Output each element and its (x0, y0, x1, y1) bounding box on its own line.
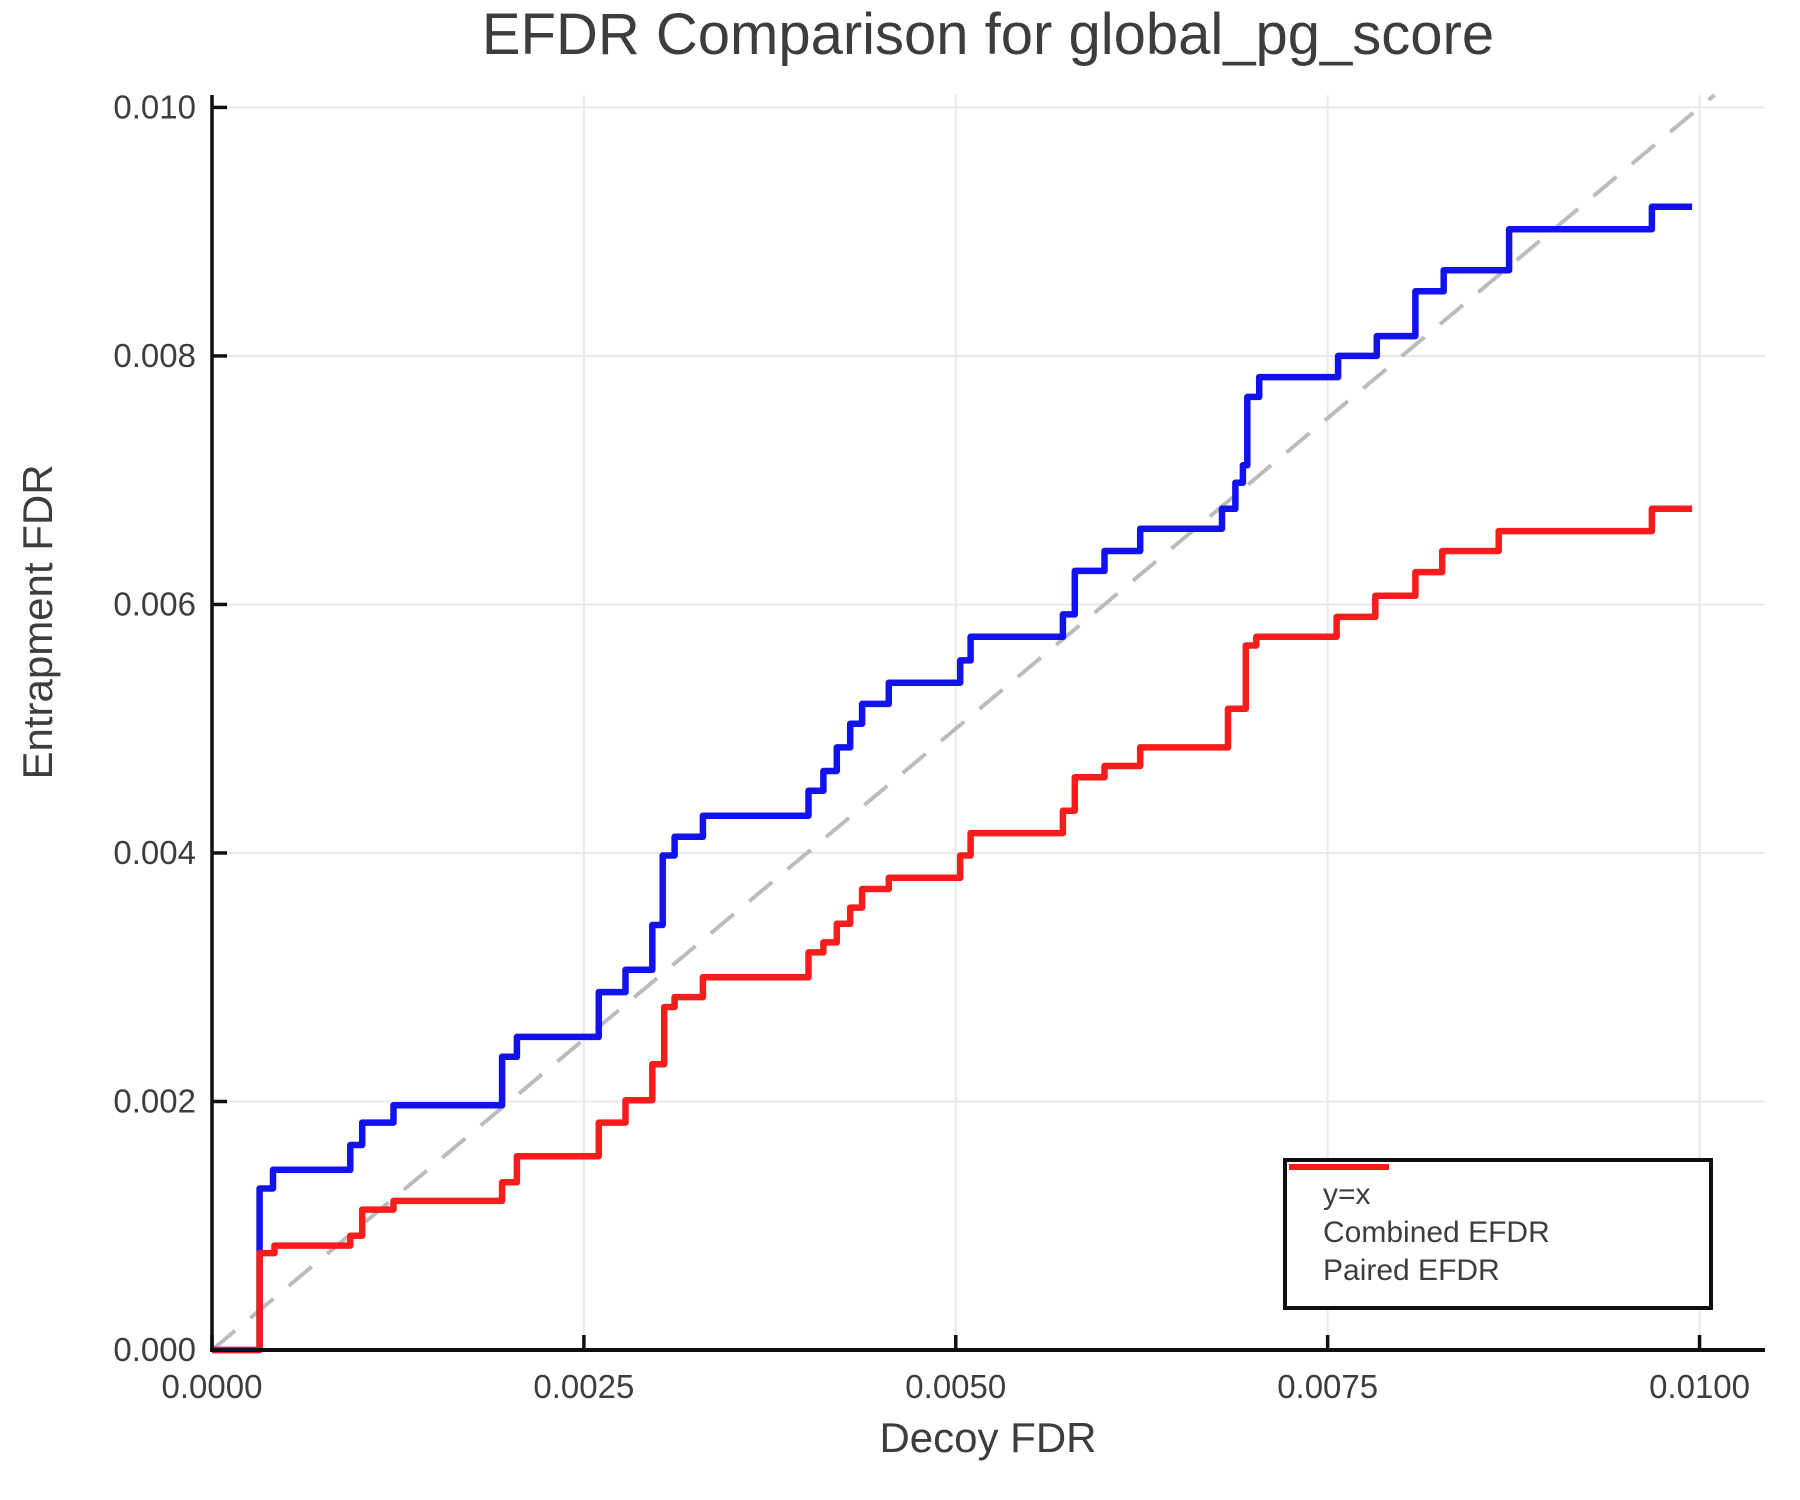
diagonal-reference-layer (210, 93, 1716, 1352)
y-tick-label: 0.006 (113, 585, 196, 622)
y-tick-label: 0.008 (113, 337, 196, 374)
legend-label: y=x (1323, 1178, 1371, 1211)
y-tick-label: 0.000 (113, 1331, 196, 1368)
y-tick-label: 0.010 (113, 88, 196, 125)
x-tick-label: 0.0000 (162, 1368, 263, 1405)
legend-item-diagonal: y=x (1289, 1164, 1709, 1214)
series-combined-efdr (212, 203, 1693, 1354)
x-axis-label: Decoy FDR (879, 1414, 1096, 1461)
legend-item-combined-efdr: Combined EFDR (1289, 1164, 1709, 1252)
legend-label: Combined EFDR (1323, 1216, 1550, 1249)
series-layer (212, 203, 1693, 1354)
identity-line (210, 93, 1716, 1352)
x-tick-label: 0.0050 (905, 1368, 1006, 1405)
tick-label-layer: 0.0000 0.0025 0.0050 0.0075 0.0100 0.000 0.002… (113, 88, 1750, 1405)
grid-layer (212, 95, 1765, 1350)
axes-layer (210, 95, 1765, 1352)
x-tick-label: 0.0075 (1277, 1368, 1378, 1405)
legend: y=x Combined EFDR Paired EFDR (1283, 1158, 1713, 1310)
y-tick-label: 0.002 (113, 1082, 196, 1119)
series-paired-efdr (212, 505, 1693, 1354)
legend-label: Paired EFDR (1323, 1254, 1500, 1287)
y-axis-label: Entrapment FDR (14, 464, 61, 779)
chart-title: EFDR Comparison for global_pg_score (482, 2, 1494, 67)
x-tick-label: 0.0025 (533, 1368, 634, 1405)
y-tick-label: 0.004 (113, 834, 196, 871)
red-line-swatch (1289, 1164, 1389, 1170)
legend-item-paired-efdr: Paired EFDR (1289, 1164, 1709, 1290)
x-tick-label: 0.0100 (1649, 1368, 1750, 1405)
